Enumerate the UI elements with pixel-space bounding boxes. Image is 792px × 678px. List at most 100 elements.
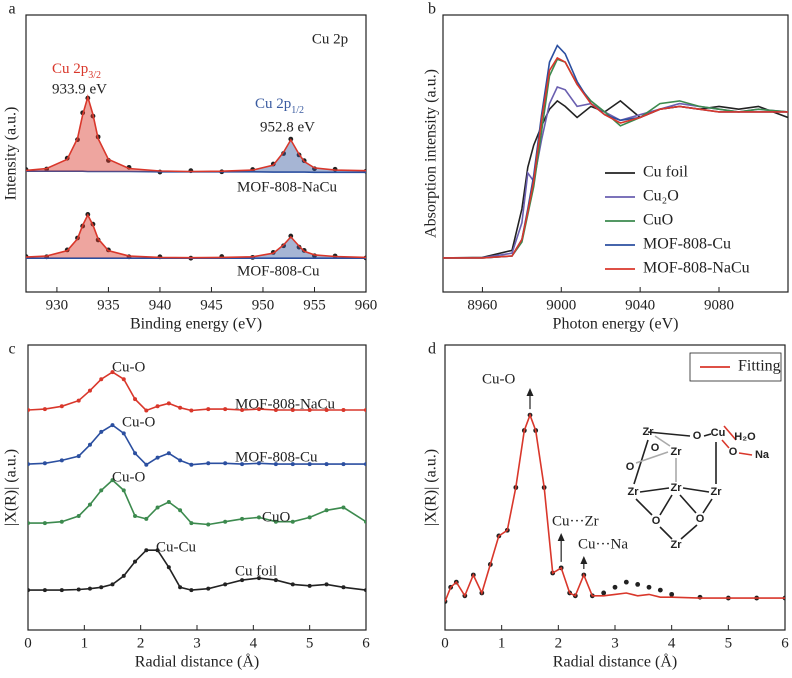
data-point bbox=[189, 408, 194, 413]
legend-label: MOF-808-NaCu bbox=[643, 260, 750, 277]
data-point bbox=[133, 451, 138, 456]
data-point bbox=[256, 407, 261, 412]
series-line bbox=[28, 549, 366, 591]
data-point bbox=[256, 515, 261, 520]
data-point bbox=[240, 462, 245, 467]
data-point bbox=[223, 461, 228, 466]
data-point bbox=[341, 407, 346, 412]
inset-label: Na bbox=[755, 449, 770, 461]
data-point bbox=[28, 588, 30, 593]
annotation: MOF-808-Cu bbox=[235, 449, 318, 465]
x-axis-label: Radial distance (Å) bbox=[553, 653, 677, 671]
data-point bbox=[99, 377, 104, 382]
data-point bbox=[324, 582, 329, 587]
x-tick-label: 3 bbox=[193, 635, 201, 651]
series-line bbox=[443, 58, 788, 259]
x-tick-label: 5 bbox=[725, 635, 733, 651]
data-point bbox=[42, 407, 47, 412]
data-point bbox=[290, 519, 295, 524]
x-tick-label: 1 bbox=[498, 635, 506, 651]
inset-label: Zr bbox=[643, 426, 655, 438]
x-tick-label: 930 bbox=[46, 297, 69, 313]
data-point bbox=[144, 462, 149, 467]
data-point bbox=[121, 377, 126, 382]
data-point bbox=[110, 478, 115, 483]
data-point bbox=[121, 431, 126, 436]
series-line bbox=[443, 44, 788, 259]
series-line bbox=[26, 213, 366, 259]
data-point bbox=[110, 370, 115, 375]
data-point bbox=[657, 587, 663, 593]
series-line bbox=[443, 56, 788, 259]
data-point bbox=[59, 404, 64, 409]
data-point bbox=[59, 458, 64, 463]
series-line bbox=[28, 479, 366, 526]
data-point bbox=[324, 407, 329, 412]
x-tick-label: 950 bbox=[252, 297, 275, 313]
y-axis-label: |X(R)| (a.u.) bbox=[3, 449, 20, 526]
panel-letter: d bbox=[428, 341, 436, 358]
annotation: Cu-O bbox=[112, 469, 146, 485]
annotation: Cu···Na bbox=[578, 536, 628, 552]
data-point bbox=[110, 582, 115, 587]
x-tick-label: 2 bbox=[555, 635, 563, 651]
data-point bbox=[178, 585, 183, 590]
plot-area bbox=[443, 44, 788, 259]
data-point bbox=[601, 590, 607, 596]
inset-label: Zr bbox=[671, 539, 683, 551]
data-point bbox=[364, 519, 366, 524]
data-point bbox=[166, 500, 171, 505]
data-point bbox=[256, 461, 261, 466]
data-point bbox=[189, 462, 194, 467]
data-point bbox=[99, 585, 104, 590]
legend-label: Cu foil bbox=[643, 164, 688, 181]
data-point bbox=[273, 462, 278, 467]
x-tick-label: 4 bbox=[250, 635, 258, 651]
data-point bbox=[189, 588, 194, 593]
inset-label: Cu bbox=[711, 427, 726, 439]
inset-label: Zr bbox=[671, 446, 683, 458]
data-point bbox=[646, 584, 652, 590]
series-line bbox=[28, 371, 366, 412]
x-tick-label: 5 bbox=[306, 635, 314, 651]
x-tick-label: 3 bbox=[611, 635, 619, 651]
data-point bbox=[364, 462, 366, 467]
annotation-sub: 1/2 bbox=[291, 105, 304, 116]
annotation: Cu-O bbox=[482, 371, 516, 387]
series-line bbox=[443, 99, 788, 259]
data-point bbox=[76, 587, 81, 592]
x-tick-label: 9000 bbox=[546, 297, 576, 313]
data-point bbox=[273, 407, 278, 412]
structure-inset bbox=[633, 425, 753, 540]
x-tick-label: 935 bbox=[97, 297, 120, 313]
data-point bbox=[307, 462, 312, 467]
data-point bbox=[290, 407, 295, 412]
data-point bbox=[324, 508, 329, 513]
data-point bbox=[240, 516, 245, 521]
plot-frame bbox=[25, 14, 367, 293]
data-point bbox=[223, 582, 228, 587]
data-point bbox=[155, 505, 160, 510]
data-point bbox=[42, 521, 47, 526]
inset-label: H₂O bbox=[734, 431, 756, 443]
x-tick-label: 1 bbox=[81, 635, 89, 651]
data-point bbox=[166, 451, 171, 456]
data-point bbox=[178, 458, 183, 463]
data-point bbox=[121, 573, 126, 578]
annotation: Cu···Zr bbox=[552, 513, 599, 529]
data-point bbox=[189, 521, 194, 526]
data-point bbox=[76, 514, 81, 518]
inset-label: Zr bbox=[628, 486, 640, 498]
data-point bbox=[121, 488, 126, 493]
data-point bbox=[324, 462, 329, 467]
x-tick-label: 945 bbox=[200, 297, 223, 313]
data-point bbox=[144, 408, 149, 413]
data-point bbox=[364, 588, 366, 593]
data-point bbox=[178, 508, 183, 513]
annotation-main: Cu 2p bbox=[255, 96, 291, 112]
data-point bbox=[155, 404, 160, 409]
inset-label: O bbox=[729, 446, 738, 458]
y-axis-label: Absorption intensity (a.u.) bbox=[423, 69, 440, 238]
data-point bbox=[256, 576, 261, 581]
x-tick-label: 6 bbox=[781, 635, 789, 651]
